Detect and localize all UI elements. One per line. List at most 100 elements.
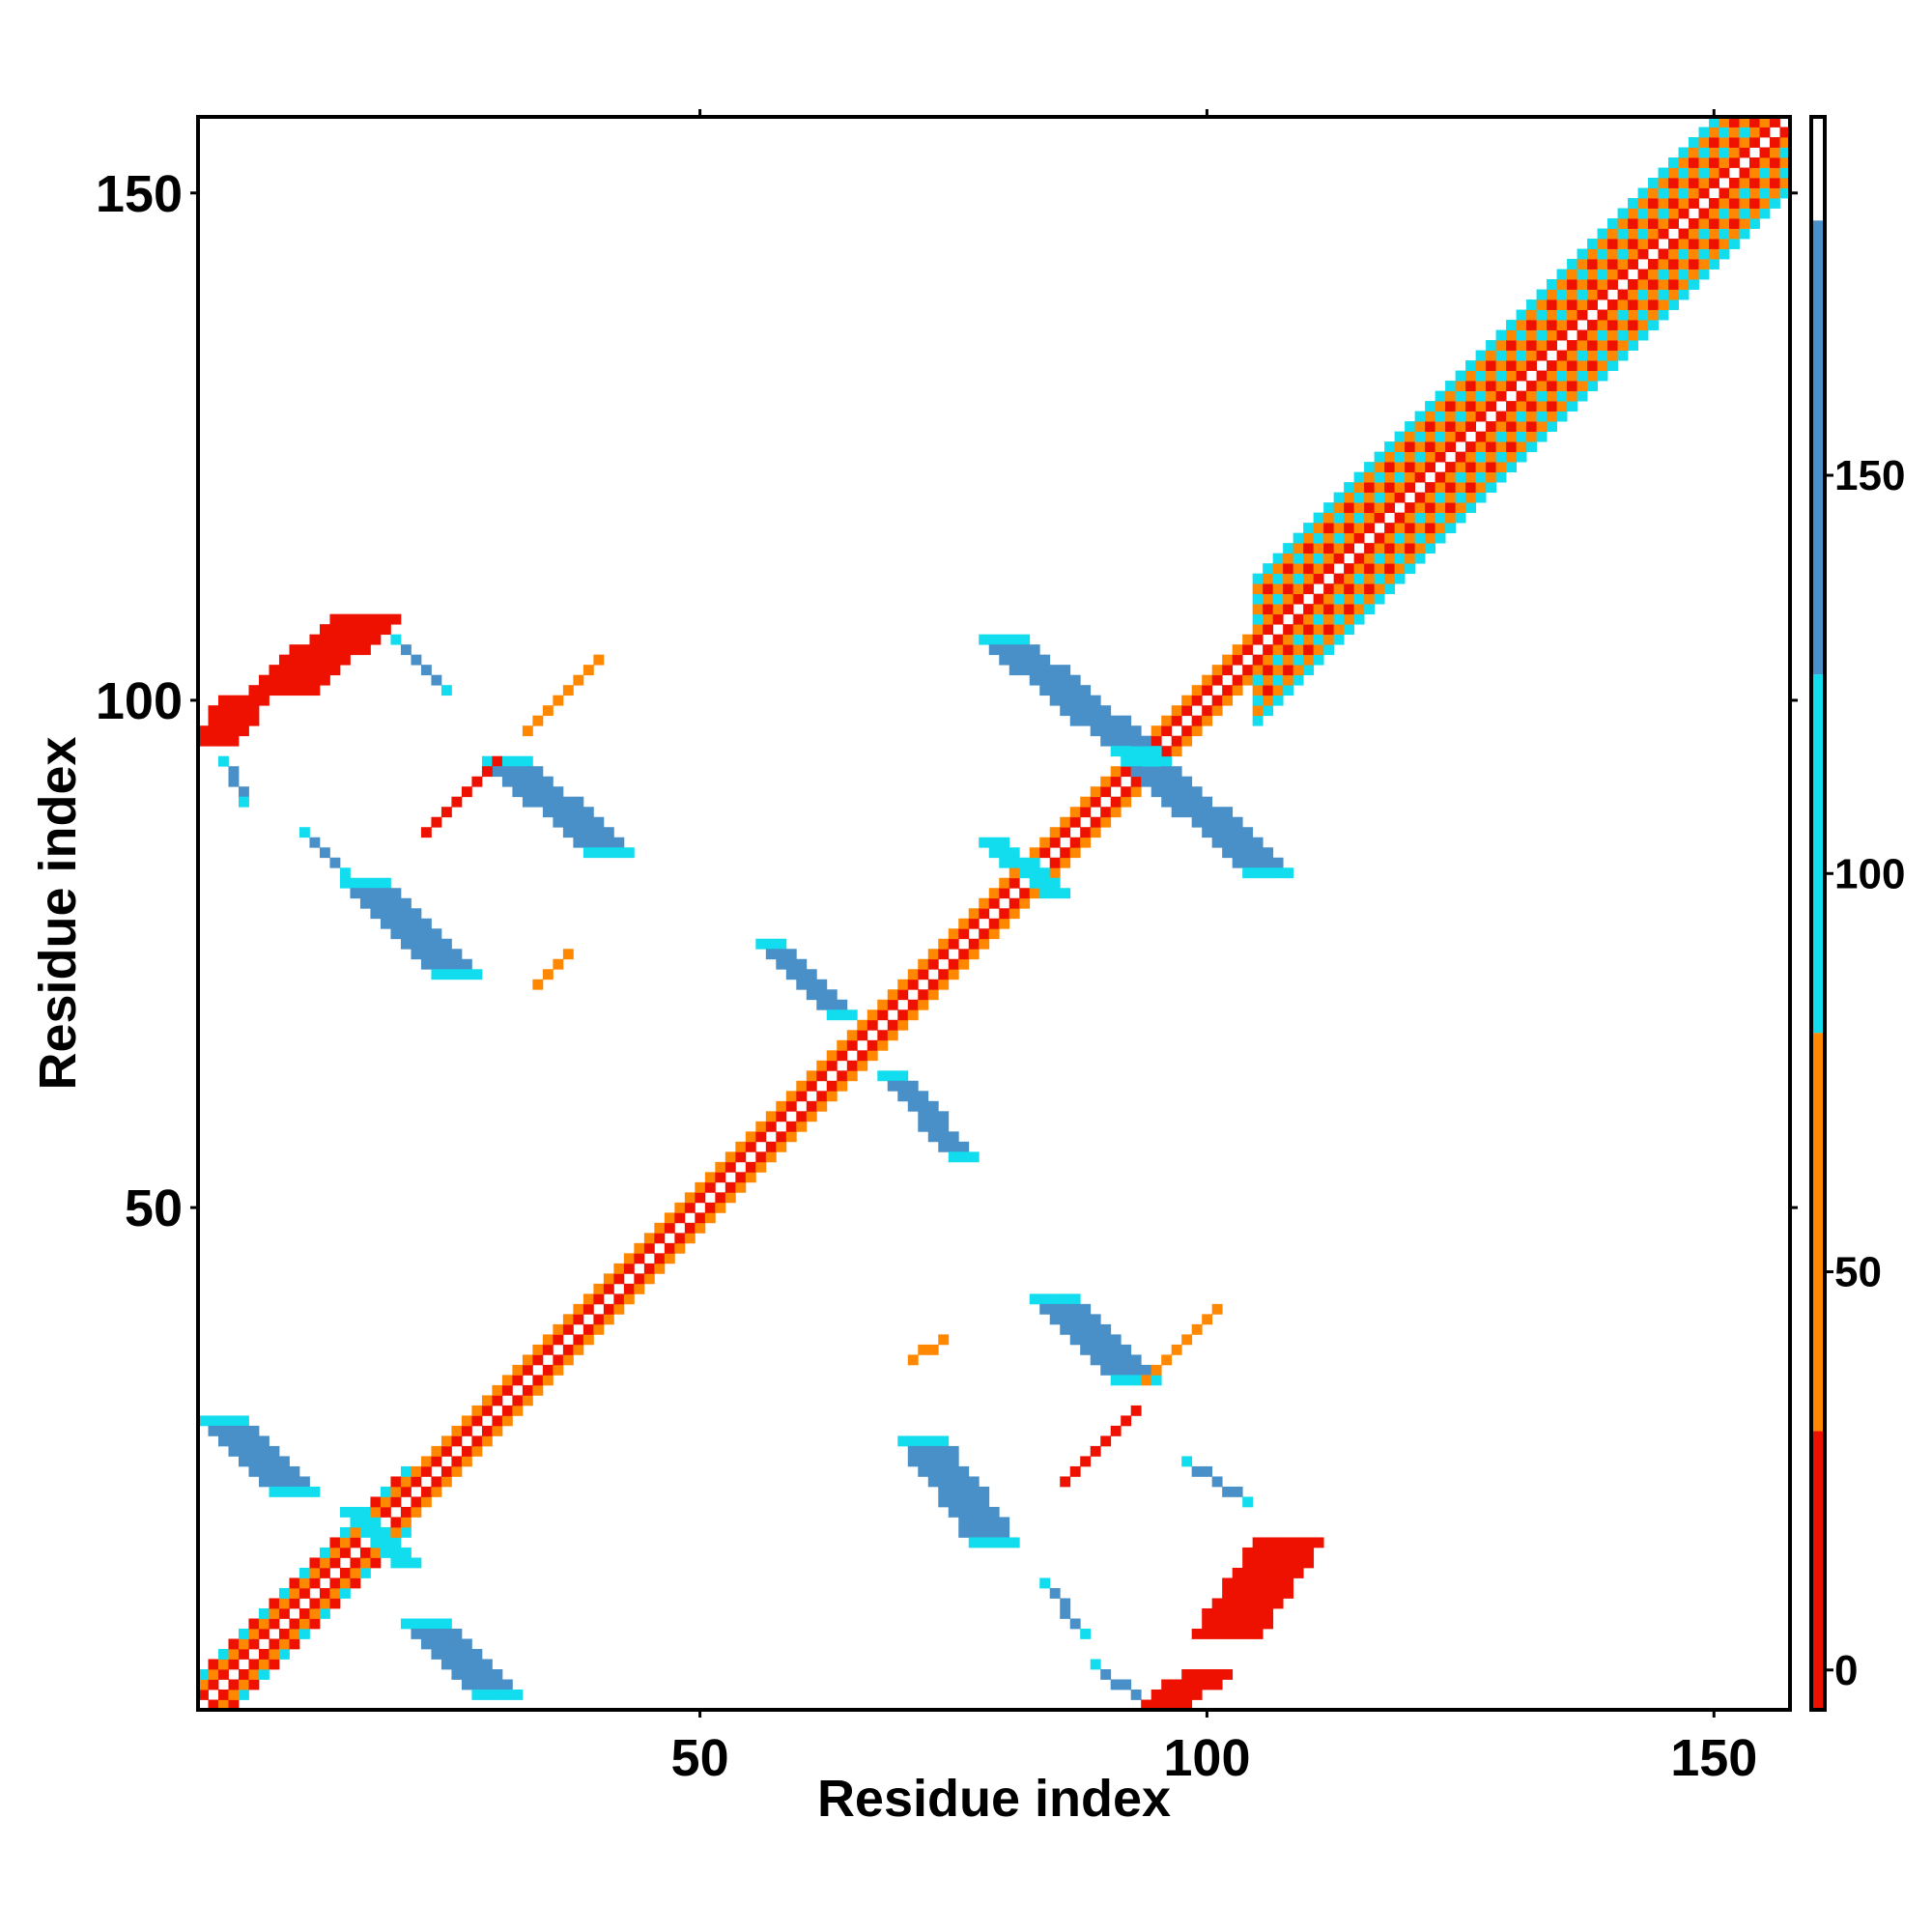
heatmap-cell	[867, 1050, 878, 1062]
heatmap-cell	[1689, 137, 1699, 148]
heatmap-cell	[1486, 381, 1496, 391]
heatmap-cell	[1556, 411, 1568, 422]
heatmap-cell	[359, 613, 371, 625]
heatmap-cell	[573, 1344, 584, 1355]
heatmap-cell	[1617, 350, 1629, 361]
heatmap-cell	[492, 1415, 503, 1427]
heatmap-cell	[1405, 482, 1416, 494]
heatmap-cell	[1414, 492, 1426, 503]
heatmap-cell	[1151, 1364, 1162, 1376]
heatmap-cell	[988, 837, 1000, 848]
heatmap-cell	[1161, 1354, 1173, 1366]
heatmap-cell	[1272, 573, 1284, 584]
heatmap-cell	[1394, 553, 1406, 564]
heatmap-cell	[289, 665, 300, 676]
heatmap-cell	[988, 1526, 1000, 1538]
heatmap-cell	[1567, 401, 1577, 412]
heatmap-cell	[1770, 187, 1780, 199]
heatmap-cell	[1425, 532, 1436, 544]
heatmap-cell	[1100, 715, 1112, 726]
heatmap-cell	[1121, 1375, 1132, 1386]
heatmap-cell	[309, 1567, 321, 1578]
heatmap-cell	[471, 1689, 483, 1700]
heatmap-cell	[1668, 178, 1679, 188]
heatmap-cell	[1770, 157, 1780, 168]
heatmap-cell	[1060, 1303, 1071, 1315]
heatmap-cell	[431, 1476, 442, 1488]
heatmap-cell	[1475, 451, 1487, 463]
heatmap-cell	[1678, 289, 1690, 300]
heatmap-cell	[1658, 208, 1669, 219]
heatmap-cell	[1344, 543, 1355, 554]
heatmap-cell	[492, 1689, 503, 1700]
heatmap-cell	[1465, 421, 1476, 432]
heatmap-cell	[1749, 127, 1760, 138]
heatmap-cell	[1526, 329, 1537, 341]
heatmap-cell	[1556, 390, 1568, 402]
heatmap-cell	[887, 999, 898, 1010]
heatmap-cell	[887, 1019, 898, 1031]
heatmap-cell	[481, 1395, 493, 1406]
heatmap-cell	[1191, 786, 1203, 798]
heatmap-cell	[1556, 360, 1568, 371]
heatmap-cell	[461, 1415, 472, 1427]
heatmap-cell	[1516, 411, 1527, 422]
heatmap-cell	[1759, 208, 1771, 219]
heatmap-cell	[1232, 1607, 1243, 1619]
heatmap-cell	[1556, 309, 1568, 321]
heatmap-cell	[1587, 269, 1598, 280]
heatmap-cell	[1069, 1303, 1081, 1315]
heatmap-cell	[1658, 187, 1669, 199]
heatmap-cell	[684, 1192, 696, 1204]
heatmap-cell	[1313, 553, 1324, 564]
heatmap-cell	[238, 1456, 249, 1467]
heatmap-cell	[289, 1628, 300, 1639]
heatmap-cell	[613, 1293, 625, 1305]
heatmap-cell	[1049, 1293, 1061, 1305]
heatmap-cell	[298, 1567, 310, 1578]
heatmap-cell	[897, 1435, 909, 1447]
heatmap-cell	[278, 1486, 290, 1497]
heatmap-cell	[1252, 1628, 1264, 1639]
heatmap-cell	[979, 1526, 990, 1538]
heatmap-cell	[1283, 1567, 1294, 1578]
heatmap-cell	[1749, 178, 1760, 188]
heatmap-cell	[319, 1587, 330, 1599]
heatmap-cell	[1698, 228, 1710, 240]
heatmap-cell	[1637, 239, 1649, 249]
heatmap-cell	[390, 634, 402, 645]
heatmap-cell	[1232, 1486, 1243, 1497]
heatmap-cell	[1455, 390, 1466, 402]
heatmap-cell	[1232, 654, 1243, 666]
heatmap-cell	[948, 1506, 959, 1518]
heatmap-cell	[451, 796, 463, 808]
heatmap-cell	[979, 908, 990, 920]
heatmap-cell	[582, 807, 594, 818]
heatmap-cell	[380, 1486, 391, 1497]
heatmap-cell	[1060, 847, 1071, 859]
heatmap-cell	[1547, 381, 1557, 391]
heatmap-cell	[1283, 1547, 1294, 1558]
heatmap-cell	[471, 1405, 483, 1416]
heatmap-cell	[522, 1395, 533, 1406]
heatmap-cell	[1100, 776, 1112, 787]
heatmap-cell	[634, 1242, 645, 1254]
heatmap-cell	[1323, 543, 1335, 554]
heatmap-cell	[979, 938, 990, 950]
heatmap-cell	[1232, 837, 1243, 848]
heatmap-cell	[1272, 867, 1284, 879]
heatmap-cell	[1263, 1577, 1274, 1589]
heatmap-cell	[1242, 634, 1254, 645]
colorbar-tick-label: 0	[1834, 1647, 1858, 1694]
heatmap-cell	[1039, 867, 1051, 879]
heatmap-cell	[1486, 431, 1496, 442]
heatmap-cell	[1668, 248, 1679, 260]
heatmap-cell	[735, 1151, 747, 1163]
heatmap-cell	[1211, 816, 1223, 828]
heatmap-cell	[1252, 715, 1264, 726]
heatmap-cell	[248, 1679, 260, 1690]
heatmap-cell	[1587, 381, 1598, 391]
heatmap-cell	[370, 1506, 382, 1518]
heatmap-cell	[217, 725, 229, 737]
heatmap-cell	[643, 1233, 655, 1244]
